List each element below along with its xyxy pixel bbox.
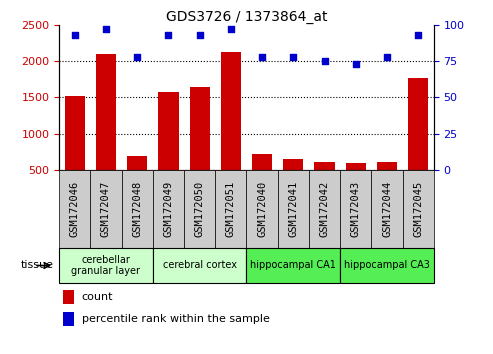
Title: GDS3726 / 1373864_at: GDS3726 / 1373864_at [166,10,327,24]
Text: GSM172048: GSM172048 [132,181,142,237]
Text: GSM172044: GSM172044 [382,181,392,237]
Text: GSM172041: GSM172041 [288,181,298,237]
Text: hippocampal CA3: hippocampal CA3 [344,261,430,270]
Text: GSM172047: GSM172047 [101,181,111,237]
Text: GSM172045: GSM172045 [413,181,423,237]
Point [289,54,297,59]
Bar [377,161,397,206]
Text: GSM172043: GSM172043 [351,181,361,237]
Text: GSM172046: GSM172046 [70,181,80,237]
Bar [283,159,304,206]
Bar [246,248,340,283]
Bar [278,170,309,248]
Text: cerebellar
granular layer: cerebellar granular layer [71,255,141,276]
Bar [221,52,241,206]
Text: hippocampal CA1: hippocampal CA1 [250,261,336,270]
Point [320,58,328,64]
Bar [65,96,85,206]
Text: GSM172051: GSM172051 [226,181,236,237]
Bar [408,78,428,206]
Bar [59,248,153,283]
Bar [340,248,434,283]
Bar [315,161,335,206]
Text: percentile rank within the sample: percentile rank within the sample [82,314,270,324]
Bar [309,170,340,248]
Point [71,32,79,38]
Bar [403,170,434,248]
Bar [122,170,153,248]
Bar [189,87,210,206]
Text: GSM172049: GSM172049 [164,181,174,237]
Text: GSM172040: GSM172040 [257,181,267,237]
Bar [371,170,403,248]
Bar [63,312,74,326]
Point [165,32,173,38]
Text: count: count [82,292,113,302]
Bar [158,92,178,206]
Bar [63,290,74,304]
Point [383,54,391,59]
Bar [153,248,246,283]
Point [258,54,266,59]
Bar [59,170,90,248]
Point [133,54,141,59]
Point [352,61,360,67]
Text: GSM172050: GSM172050 [195,181,205,237]
Bar [246,170,278,248]
Bar [215,170,246,248]
Point [196,32,204,38]
Point [227,26,235,32]
Text: cerebral cortex: cerebral cortex [163,261,237,270]
Bar [96,54,116,206]
Point [102,26,110,32]
Bar [153,170,184,248]
Bar [340,170,371,248]
Text: tissue: tissue [21,261,54,270]
Bar [184,170,215,248]
Bar [127,156,147,206]
Text: GSM172042: GSM172042 [319,181,329,237]
Bar [346,164,366,206]
Bar [252,154,272,206]
Point [414,32,422,38]
Bar [90,170,122,248]
